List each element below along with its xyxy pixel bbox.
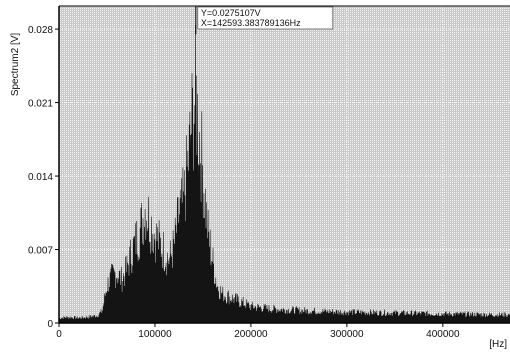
y-axis-label: Spectrum2 [V]	[10, 33, 21, 97]
tick-labels: 0 100000 200000 300000 400000 0 0.007 0.014 0.02…	[28, 25, 460, 340]
x-tick-label: 100000	[138, 329, 172, 340]
cursor-annotation[interactable]: Y=0.0275107V X=142593.383789136Hz	[195, 6, 334, 35]
y-tick-label: 0.028	[28, 25, 53, 36]
y-tick-label: 0.021	[28, 99, 53, 110]
cursor-readout-box	[197, 6, 334, 30]
axes	[58, 5, 510, 324]
y-tick-label: 0.007	[28, 246, 53, 257]
spectrum-area	[58, 24, 510, 324]
y-tick-label: 0.014	[28, 172, 53, 183]
y-tick-label: 0	[47, 319, 53, 330]
x-tick-label: 300000	[330, 329, 364, 340]
x-axis-unit: [Hz]	[489, 339, 507, 350]
x-tick-label: 400000	[426, 329, 460, 340]
x-tick-label: 200000	[234, 329, 268, 340]
cursor-y-readout: Y=0.0275107V	[201, 8, 261, 18]
cursor-x-readout: X=142593.383789136Hz	[201, 18, 301, 28]
x-tick-label: 0	[56, 329, 62, 340]
